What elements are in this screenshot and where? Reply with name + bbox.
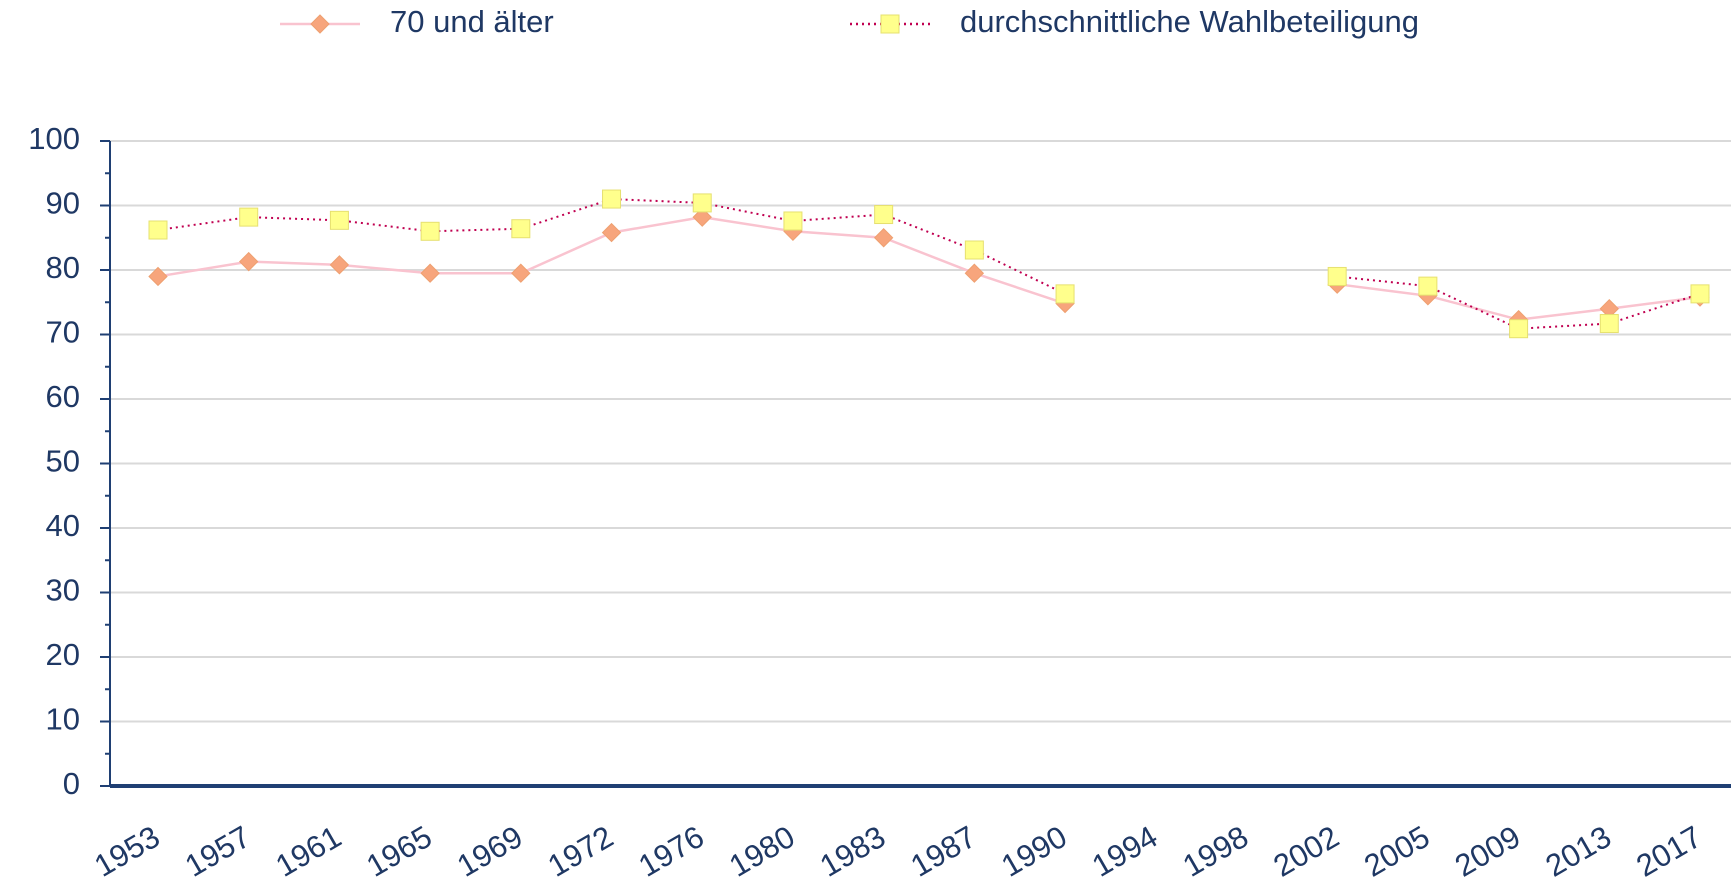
y-tick-label: 90 <box>46 186 80 221</box>
y-tick-label: 0 <box>63 766 80 801</box>
y-tick-label: 50 <box>46 444 80 479</box>
y-tick-label: 80 <box>46 250 80 285</box>
point <box>148 266 168 287</box>
point <box>1690 284 1710 304</box>
point <box>602 189 622 209</box>
point <box>329 210 349 230</box>
point <box>1327 266 1347 286</box>
legend-marker <box>880 14 900 34</box>
point <box>511 219 531 239</box>
x-tick-label: 2013 <box>1540 819 1617 884</box>
point <box>692 193 712 213</box>
y-tick-label: 20 <box>46 637 80 672</box>
x-tick-label: 2017 <box>1630 819 1707 884</box>
x-tick-label: 1953 <box>88 819 165 884</box>
point <box>511 263 531 283</box>
x-tick-label: 2005 <box>1358 819 1435 884</box>
x-tick-label: 1980 <box>723 819 800 884</box>
y-tick-label: 100 <box>28 121 80 156</box>
x-tick-label: 1972 <box>542 819 619 884</box>
x-tick-label: 2002 <box>1268 819 1345 884</box>
point <box>1055 284 1075 304</box>
point <box>1418 276 1438 296</box>
x-tick-label: 1969 <box>451 819 528 884</box>
point <box>329 255 350 275</box>
y-tick-label: 30 <box>46 573 80 608</box>
series-line <box>157 198 1701 330</box>
point <box>783 211 803 231</box>
legend-label: 70 und älter <box>390 4 554 39</box>
y-tick-label: 40 <box>46 508 80 543</box>
x-tick-label: 2009 <box>1449 819 1526 884</box>
point <box>873 228 894 248</box>
x-tick-label: 1983 <box>814 819 891 884</box>
x-tick-label: 1987 <box>905 819 982 884</box>
x-tick-label: 1994 <box>1086 819 1163 884</box>
point <box>420 263 440 283</box>
point <box>964 240 984 260</box>
point <box>874 205 894 225</box>
x-tick-label: 1965 <box>360 819 437 884</box>
series-line <box>157 215 1701 321</box>
legend-label: durchschnittliche Wahlbeteiligung <box>960 4 1419 39</box>
point <box>148 220 168 240</box>
legend-marker <box>310 14 330 34</box>
point <box>692 207 712 227</box>
x-tick-label: 1998 <box>1177 819 1254 884</box>
y-tick-label: 70 <box>46 315 80 350</box>
x-tick-label: 1961 <box>270 819 347 884</box>
x-tick-label: 1957 <box>179 819 256 884</box>
point <box>964 263 985 283</box>
point <box>601 222 622 243</box>
x-tick-label: 1990 <box>995 819 1072 884</box>
y-tick-label: 10 <box>46 702 80 737</box>
point <box>238 251 259 272</box>
point <box>1599 314 1619 334</box>
point <box>1509 319 1529 339</box>
x-tick-label: 1976 <box>633 819 710 884</box>
point <box>420 221 440 241</box>
y-tick-label: 60 <box>46 379 80 414</box>
point <box>239 207 259 227</box>
